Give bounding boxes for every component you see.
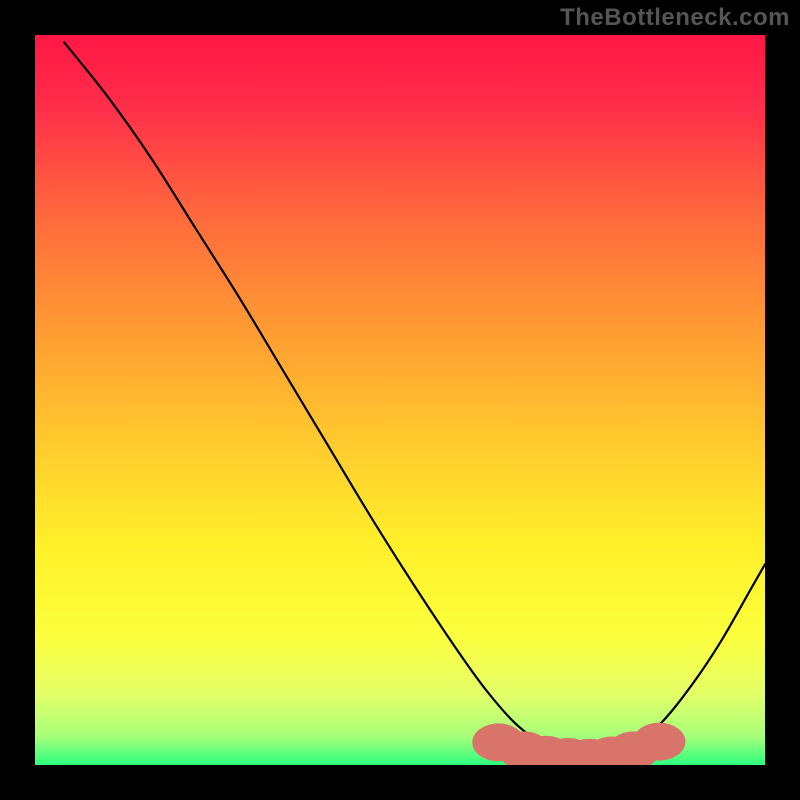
optimal-range-marker [633,723,686,761]
chart-container: TheBottleneck.com [0,0,800,800]
watermark-text: TheBottleneck.com [560,4,790,32]
plot-area [35,35,765,765]
chart-svg [35,35,765,765]
gradient-background [35,35,765,765]
